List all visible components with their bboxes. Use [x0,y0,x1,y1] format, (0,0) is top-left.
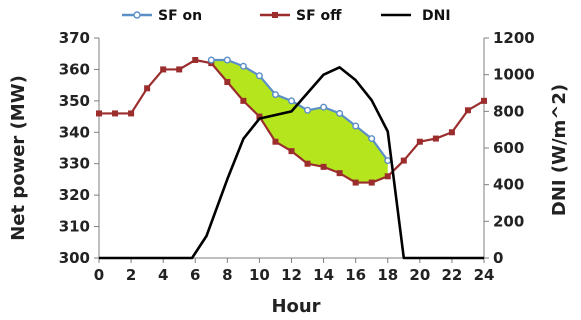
x-tick-label: 0 [94,266,104,284]
data-point-sf-off [192,57,199,63]
legend-label-sf-on: SF on [158,8,202,24]
data-point-sf-off [224,79,231,85]
y-axis-label-left: Net power (MW) [8,75,29,241]
data-point-sf-on [271,91,279,99]
y-left-tick-label: 300 [59,249,90,267]
data-point-sf-off [432,135,439,142]
y-left-tick-label: 310 [59,218,90,236]
x-tick-label: 4 [158,266,168,284]
legend-marker-sf-off [272,12,278,18]
data-point-sf-on [239,62,247,70]
data-point-sf-off [400,157,407,164]
data-point-sf-on [223,56,231,64]
data-point-sf-off [160,66,167,73]
legend-label-dni: DNI [422,8,451,24]
y-left-tick-label: 350 [59,92,90,110]
data-point-sf-off [481,97,487,104]
x-tick-label: 6 [190,266,200,284]
data-point-sf-on [207,56,215,64]
data-point-sf-off [448,129,455,136]
y-right-tick-label: 800 [493,102,524,120]
y-left-tick-label: 320 [59,186,90,204]
x-tick-label: 10 [249,266,270,284]
fill-layer [211,60,388,183]
data-point-sf-on [352,122,360,130]
data-point-sf-off [416,138,423,145]
y-right-tick-label: 0 [493,249,503,267]
data-point-sf-off [368,179,375,186]
legend-label-sf-off: SF off [296,8,342,24]
legend: SF on SF off DNI [122,8,451,24]
data-point-sf-on [255,72,263,80]
x-tick-label: 2 [126,266,136,284]
data-point-sf-off [288,148,295,155]
data-point-sf-off [112,110,119,117]
data-point-sf-off [384,173,391,180]
fill-between-area [211,60,388,183]
data-point-sf-on [384,157,392,165]
data-point-sf-off [336,170,343,177]
data-point-sf-on [288,97,296,105]
y-right-tick-label: 1000 [493,66,535,84]
y-left-tick-label: 330 [59,155,90,173]
data-point-sf-off [96,110,102,117]
y-left-tick-label: 340 [59,123,90,141]
data-point-sf-off [256,113,263,120]
x-tick-label: 20 [409,266,430,284]
x-tick-label: 22 [441,266,462,284]
x-tick-label: 12 [281,266,302,284]
y-right-tick-label: 1200 [493,29,535,47]
data-point-sf-off [144,85,151,92]
data-point-sf-on [336,109,344,117]
legend-marker-sf-on [133,11,141,19]
x-tick-label: 14 [313,266,334,284]
data-point-sf-off [176,66,183,73]
data-point-sf-off [240,97,247,104]
x-tick-label: 18 [377,266,398,284]
x-tick-label: 24 [474,266,495,284]
data-point-sf-on [368,135,376,143]
series-layer [96,56,487,260]
data-point-sf-off [304,160,311,167]
x-axis-label: Hour [271,296,320,317]
y-right-tick-label: 200 [493,212,524,230]
y-axis-label-right: DNI (W/m^2) [549,84,570,216]
y-left-tick-label: 360 [59,60,90,78]
data-point-sf-off [464,107,471,114]
data-point-sf-off [320,163,327,170]
data-point-sf-off [128,110,135,117]
series-line-dni [99,66,484,260]
data-point-sf-off [352,179,359,186]
y-left-tick-label: 370 [59,29,90,47]
x-tick-label: 8 [222,266,232,284]
data-point-sf-off [272,138,279,145]
y-right-tick-label: 400 [493,176,524,194]
x-tick-label: 16 [345,266,366,284]
data-point-sf-on [320,103,328,111]
data-point-sf-on [304,106,312,114]
y-right-tick-label: 600 [493,139,524,157]
